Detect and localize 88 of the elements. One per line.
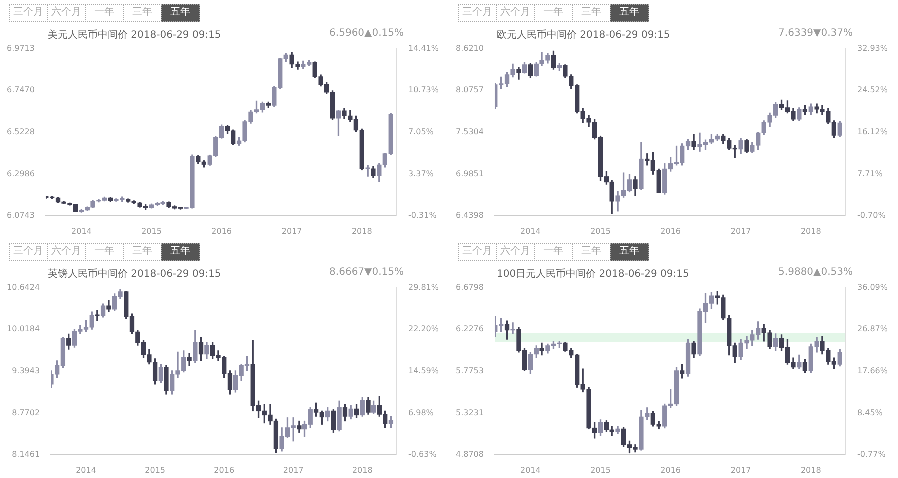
text: 六个月 — [496, 243, 535, 261]
text: 三年 — [572, 243, 611, 261]
x-tick-label: 2014 — [72, 226, 92, 236]
y-tick-label: 6.6798 — [456, 282, 484, 292]
text: 一年 — [85, 4, 124, 22]
chart-title: 100日元人民币中间价 2018-06-29 09:15 — [497, 268, 690, 281]
chart-subtitle: 6.5960▲0.15% — [330, 28, 404, 39]
y2-tick-label: -0.70% — [857, 211, 886, 220]
y2-tick-label: 26.87% — [857, 324, 888, 334]
y2-tick-label: 14.59% — [408, 366, 440, 376]
y2-tick-label: 7.05% — [408, 127, 434, 136]
text: 五年 — [161, 4, 200, 22]
y2-tick-label: 22.20% — [408, 324, 440, 334]
text: 三年 — [123, 4, 162, 22]
x-tick-label: 2017 — [730, 226, 752, 236]
x-tick-label: 2014 — [520, 226, 541, 236]
x-tick-label: 2016 — [660, 466, 681, 475]
text: 一年 — [534, 243, 573, 261]
y-tick-label: 5.7753 — [456, 366, 484, 376]
chart-subtitle: 7.6339▼0.37% — [778, 28, 853, 39]
y-tick-label: 6.2986 — [6, 169, 35, 178]
y-tick-label: 5.3231 — [456, 408, 484, 418]
y-tick-label: 4.8708 — [456, 450, 484, 460]
x-tick-label: 2014 — [520, 466, 541, 475]
y2-tick-label: 32.93% — [857, 44, 888, 53]
x-tick-label: 2017 — [730, 466, 752, 475]
x-tick-label: 2018 — [352, 226, 372, 236]
x-tick-label: 2016 — [214, 466, 235, 475]
text: 五年 — [161, 243, 200, 261]
text: 五年 — [610, 243, 649, 261]
x-tick-label: 2015 — [590, 226, 611, 236]
text: 三个月 — [9, 4, 48, 22]
text: 六个月 — [47, 243, 86, 261]
chart-subtitle: 8.6667▼0.15% — [330, 267, 404, 278]
y-tick-label: 8.7702 — [12, 408, 40, 418]
chart-title: 欧元人民币中间价 2018-06-29 09:15 — [497, 28, 670, 42]
y-tick-label: 9.3943 — [12, 366, 40, 376]
text: 一年 — [85, 243, 124, 261]
y-tick-label: 8.0757 — [456, 86, 484, 95]
y-tick-label: 6.9851 — [456, 169, 484, 178]
chart-subtitle: 5.9880▲0.53% — [778, 267, 853, 278]
x-tick-label: 2017 — [283, 466, 304, 475]
x-tick-label: 2015 — [145, 466, 166, 475]
x-tick-label: 2015 — [142, 226, 162, 236]
y-tick-label: 8.1461 — [12, 450, 40, 460]
text: 五年 — [610, 4, 649, 22]
y2-tick-label: 24.52% — [857, 86, 888, 95]
y2-tick-label: 7.71% — [857, 169, 884, 178]
x-tick-label: 2018 — [352, 466, 373, 475]
y-tick-label: 6.5228 — [6, 127, 35, 136]
text: 三年 — [572, 4, 611, 22]
text: 三个月 — [458, 243, 497, 261]
text: 一年 — [534, 4, 573, 22]
x-tick-label: 2018 — [800, 466, 822, 475]
y2-tick-label: 6.98% — [408, 408, 434, 418]
y-tick-label: 6.0743 — [6, 211, 35, 220]
y-tick-label: 6.2276 — [456, 324, 484, 334]
x-tick-label: 2015 — [590, 466, 611, 475]
chart-title: 美元人民币中间价 2018-06-29 09:15 — [48, 28, 222, 42]
text: 三个月 — [9, 243, 48, 261]
text: 三年 — [123, 243, 162, 261]
x-tick-label: 2016 — [212, 226, 232, 236]
y2-tick-label: -0.31% — [408, 211, 438, 220]
y2-tick-label: 17.66% — [857, 366, 888, 376]
y2-tick-label: 16.12% — [857, 127, 888, 136]
y-tick-label: 8.6210 — [456, 44, 484, 53]
y2-tick-label: 3.37% — [408, 169, 434, 178]
text: 六个月 — [496, 4, 535, 22]
y2-tick-label: 10.73% — [408, 86, 440, 95]
x-tick-label: 2017 — [282, 226, 302, 236]
y-tick-label: 6.9713 — [6, 44, 35, 53]
y2-tick-label: 14.41% — [408, 44, 440, 53]
y-tick-label: 7.5304 — [456, 127, 484, 136]
y-tick-label: 10.6424 — [6, 282, 40, 292]
y-tick-label: 6.4398 — [456, 211, 484, 220]
x-tick-label: 2016 — [660, 226, 681, 236]
y2-tick-label: -0.63% — [408, 450, 438, 460]
y-tick-label: 10.0184 — [6, 324, 40, 334]
text: 六个月 — [47, 4, 86, 22]
text: 三个月 — [458, 4, 497, 22]
y-tick-label: 6.7470 — [6, 86, 35, 95]
x-tick-label: 2014 — [76, 466, 96, 475]
x-tick-label: 2018 — [800, 226, 822, 236]
chart-title: 英镑人民币中间价 2018-06-29 09:15 — [48, 268, 222, 281]
y2-tick-label: 36.09% — [857, 282, 888, 292]
y2-tick-label: -0.77% — [857, 450, 886, 460]
y2-tick-label: 29.81% — [408, 282, 440, 292]
y2-tick-label: 8.45% — [857, 408, 884, 418]
